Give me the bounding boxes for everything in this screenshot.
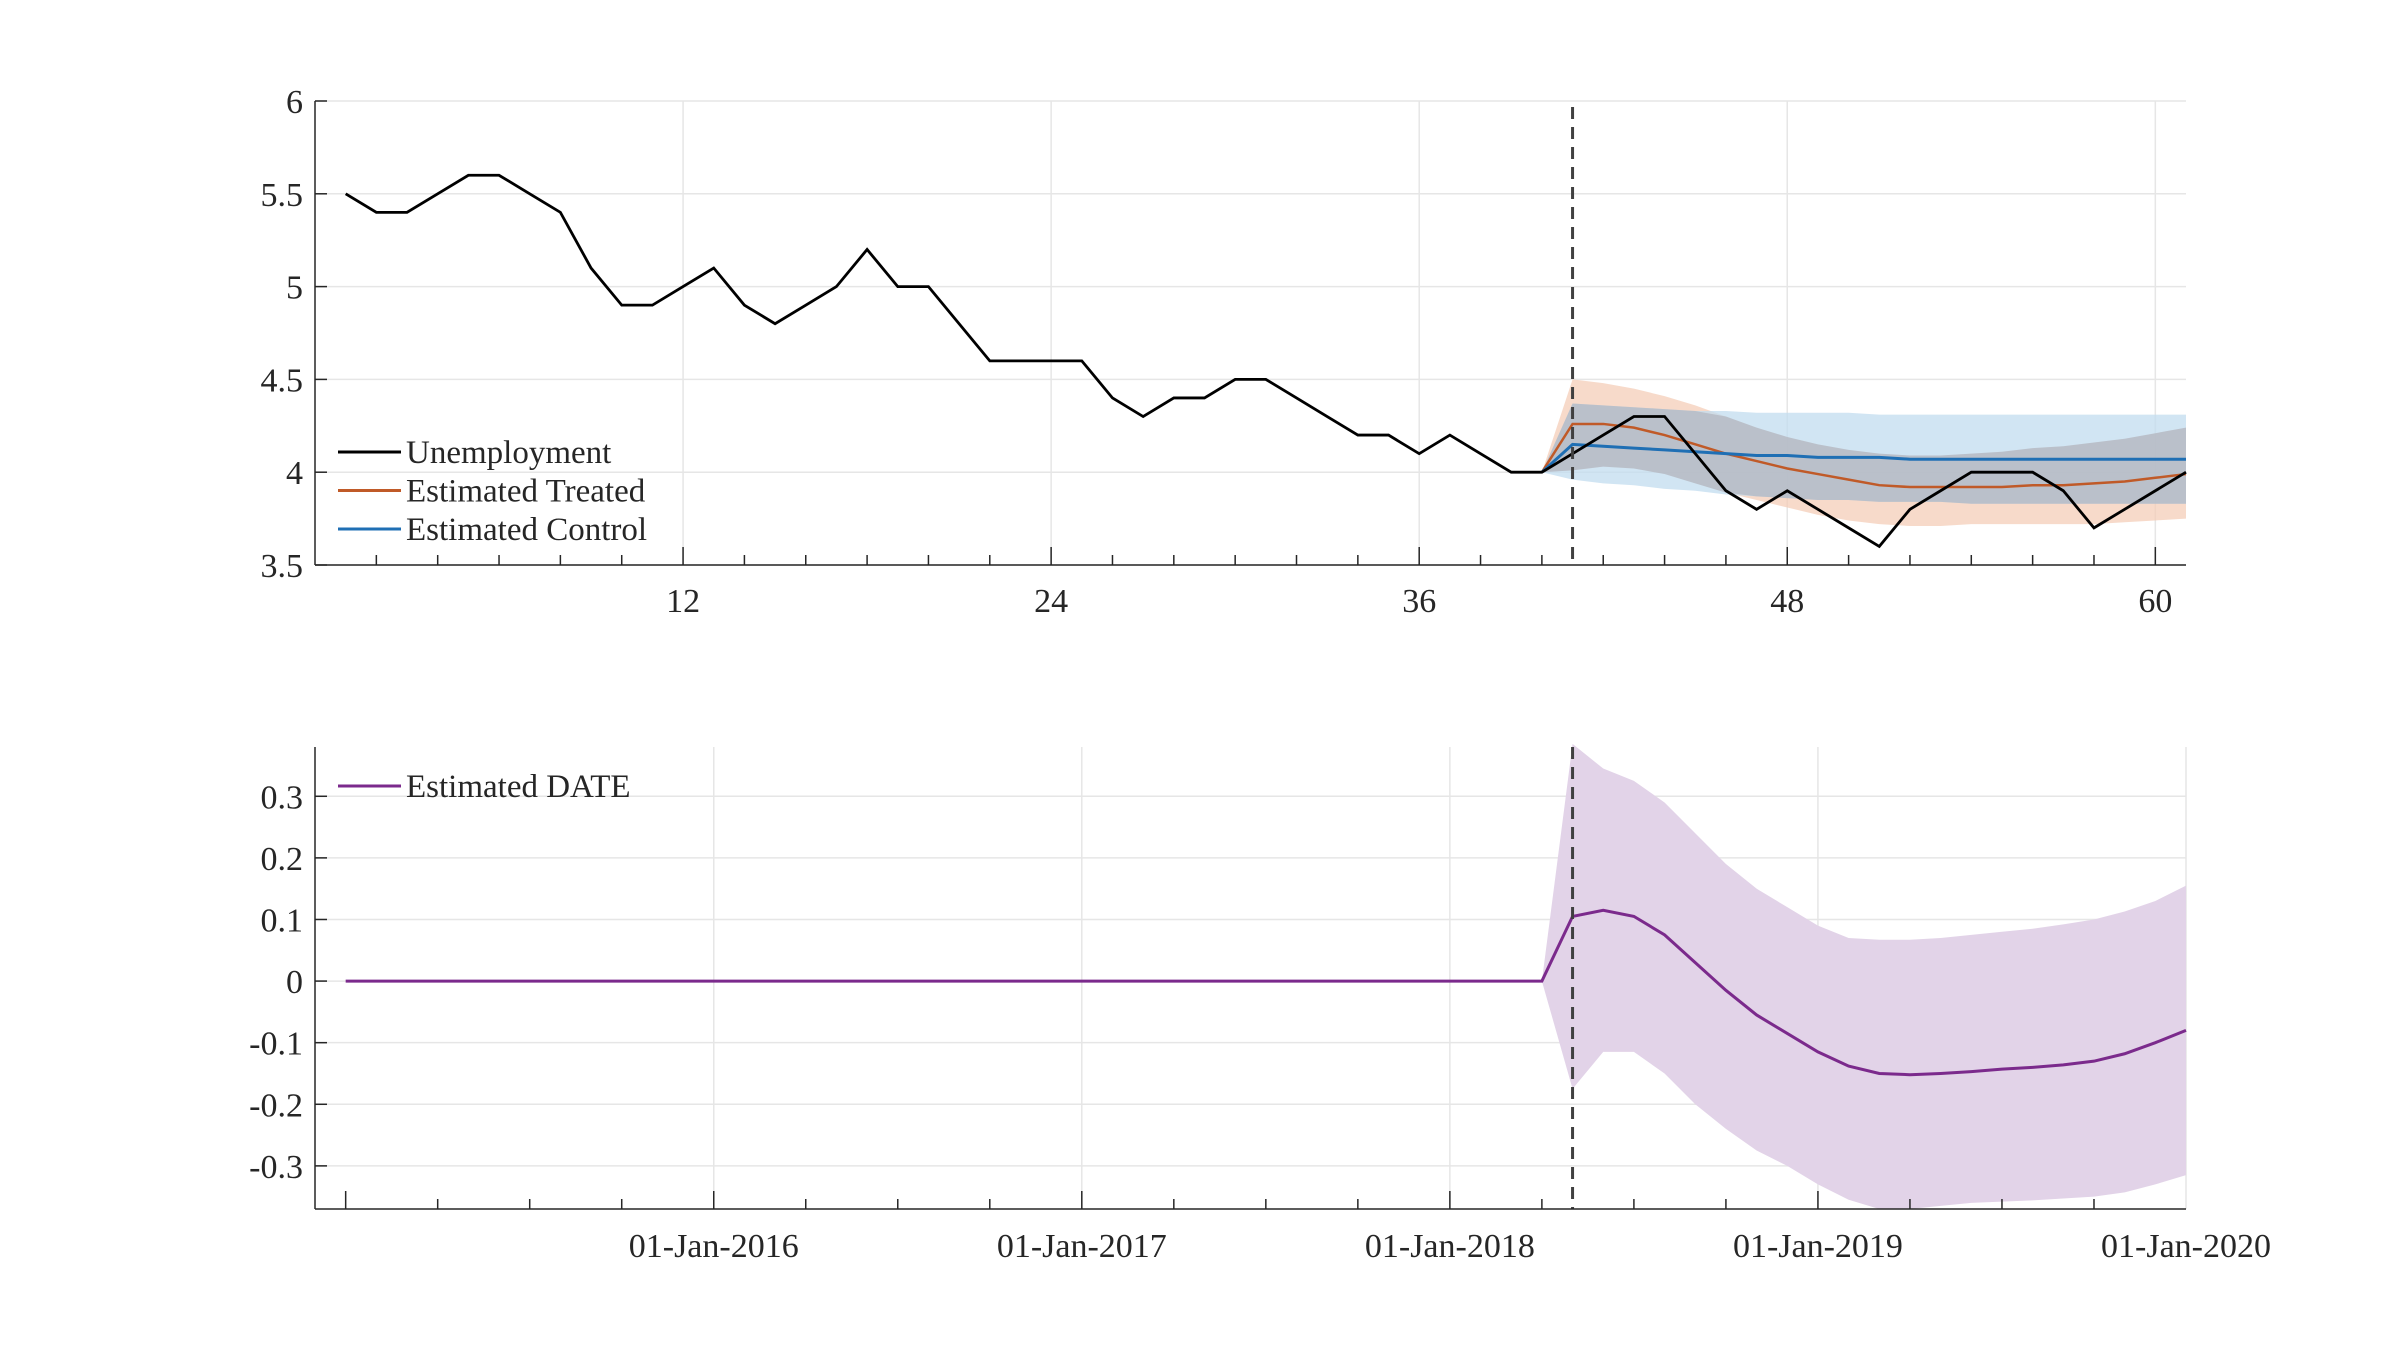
- unemployment-chart: 12 24 36 48 603.544.555.56 UnemploymentEstim…: [261, 84, 2187, 620]
- y-tick-label: 3.5: [261, 548, 304, 585]
- x-tick-label: 01-Jan-2016: [629, 1228, 799, 1265]
- band-overlap: [1541, 403, 2186, 504]
- x-tick-label: 01-Jan-2019: [1733, 1228, 1903, 1265]
- top-tick-labels: 12 24 36 48 60 3.5 4 4.5 5 5.5 6: [261, 84, 2173, 620]
- estimated-date-line: [345, 908, 2187, 1077]
- y-tick-label: 0.3: [261, 779, 304, 816]
- unemployment-line: [344, 173, 2187, 549]
- x-tick-label: 24: [1034, 583, 1068, 620]
- y-tick-label: 4.5: [261, 362, 304, 399]
- x-tick-label: 01-Jan-2020: [2101, 1228, 2271, 1265]
- legend-label: Estimated Control: [406, 512, 647, 548]
- bottom-series-lines: [345, 747, 2187, 1209]
- top-confidence-bands: [1541, 379, 2186, 527]
- x-tick-label: 12: [666, 583, 700, 620]
- x-tick-label: 60: [2138, 583, 2172, 620]
- legend-label: Estimated Treated: [406, 474, 646, 510]
- y-tick-label: 0: [286, 964, 303, 1001]
- x-tick-label: 36: [1402, 583, 1436, 620]
- x-tick-label: 01-Jan-2018: [1365, 1228, 1535, 1265]
- top-series-lines: [344, 107, 2187, 565]
- bottom-axes: [314, 747, 2186, 1210]
- y-tick-label: 6: [286, 84, 303, 121]
- y-tick-label: -0.1: [249, 1026, 303, 1063]
- y-tick-label: 4: [286, 455, 303, 492]
- x-tick-label: 48: [1770, 583, 1804, 620]
- y-tick-label: 0.2: [261, 841, 304, 878]
- estimated-treated-line: [1540, 422, 2187, 489]
- date-confidence-band: [1541, 743, 2186, 1209]
- bottom-tick-labels: 01-Jan-2016 01-Jan-2017 01-Jan-2018 01-Jan-…: [249, 779, 2271, 1265]
- top-axes: [314, 100, 2186, 566]
- y-tick-label: -0.2: [249, 1087, 303, 1124]
- y-tick-label: 5: [286, 270, 303, 307]
- y-tick-label: -0.3: [249, 1149, 303, 1186]
- bottom-confidence-band: [1541, 743, 2186, 1209]
- x-tick-label: 01-Jan-2017: [997, 1228, 1167, 1265]
- bottom-legend: Estimated DATE: [338, 769, 631, 805]
- y-tick-label: 0.1: [261, 902, 304, 939]
- estimated-control-line: [1540, 442, 2186, 474]
- legend-label: Estimated DATE: [406, 769, 631, 805]
- y-tick-label: 5.5: [261, 177, 304, 214]
- date-effect-chart: 01-Jan-2016 01-Jan-2017 01-Jan-2018 01-Jan-…: [249, 743, 2271, 1265]
- legend-label: Unemployment: [406, 435, 611, 471]
